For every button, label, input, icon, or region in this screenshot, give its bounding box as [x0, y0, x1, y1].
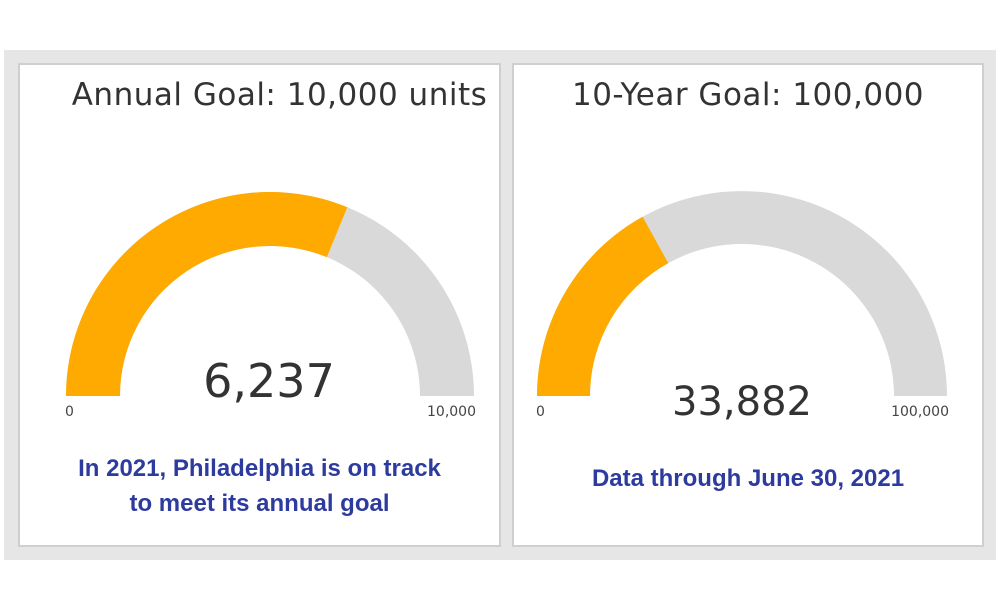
ten-year-gauge-min-label: 0 [536, 404, 545, 420]
ten-year-goal-title: 10-Year Goal: 100,000 [571, 77, 925, 113]
annual-goal-note: In 2021, Philadelphia is on track to mee… [20, 451, 499, 521]
annual-gauge-fill [66, 192, 348, 396]
ten-year-goal-card: 10-Year Goal: 100,000 33,882 0 100,000 D… [512, 63, 984, 547]
annual-goal-note-line-1: In 2021, Philadelphia is on track [78, 455, 441, 482]
ten-year-goal-gauge: 33,882 0 100,000 [536, 191, 949, 425]
ten-year-goal-note: Data through June 30, 2021 [514, 461, 982, 496]
annual-goal-note-line-2: to meet its annual goal [129, 490, 390, 517]
annual-goal-gauge: 6,237 0 10,000 [65, 192, 476, 420]
ten-year-goal-note-line-1: Data through June 30, 2021 [591, 465, 905, 492]
annual-goal-title: Annual Goal: 10,000 units [71, 77, 488, 113]
ten-year-gauge-max-label: 100,000 [891, 404, 949, 420]
ten-year-gauge-value: 33,882 [672, 379, 812, 425]
ten-year-gauge-fill [537, 216, 669, 396]
annual-goal-card: Annual Goal: 10,000 units 6,237 0 10,000… [18, 63, 501, 547]
annual-gauge-max-label: 10,000 [427, 404, 476, 420]
annual-gauge-value: 6,237 [203, 354, 335, 408]
annual-gauge-min-label: 0 [65, 404, 74, 420]
